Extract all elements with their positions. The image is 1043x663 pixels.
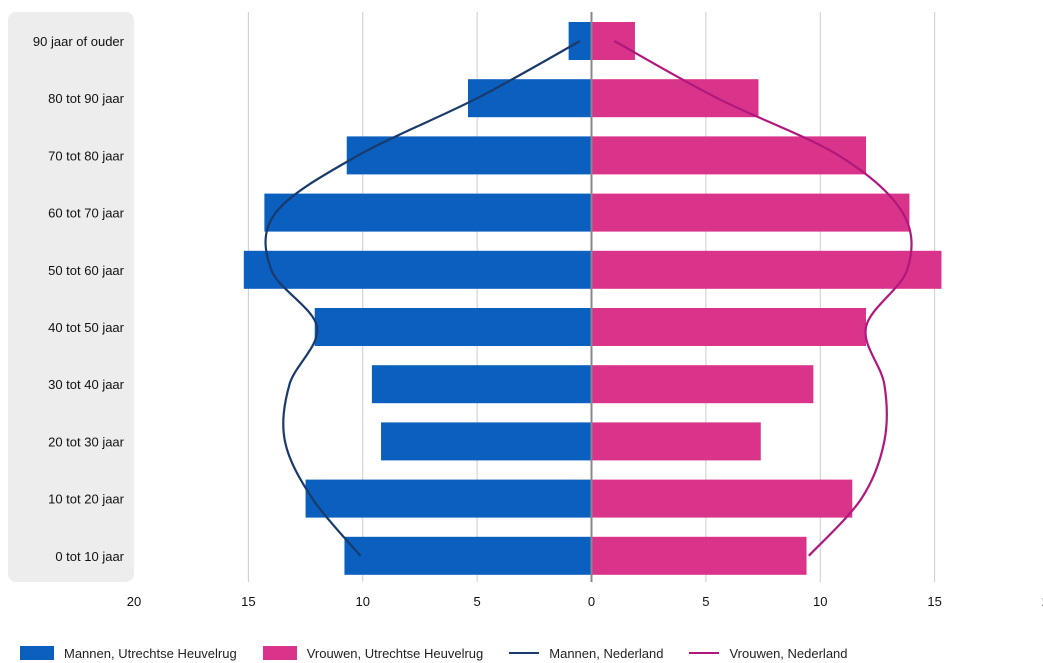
bar-left-5 (314, 308, 592, 346)
legend-swatch (689, 652, 720, 654)
bar-right-0 (591, 22, 635, 60)
category-label: 90 jaar of ouder (33, 34, 125, 49)
x-tick-label: 20 (1042, 594, 1043, 609)
category-label: 50 tot 60 jaar (48, 263, 125, 278)
legend-item-mannen-nederland[interactable]: Mannen, Nederland (509, 646, 663, 661)
x-tick-label: 15 (241, 594, 255, 609)
chart-legend: Mannen, Utrechtse Heuvelrug Vrouwen, Utr… (20, 643, 874, 663)
legend-swatch (20, 646, 54, 660)
category-label: 10 tot 20 jaar (48, 492, 125, 507)
category-label: 80 tot 90 jaar (48, 91, 125, 106)
category-label: 20 tot 30 jaar (48, 434, 125, 449)
category-label: 0 tot 10 jaar (55, 549, 124, 564)
line-left-nederland (264, 40, 581, 557)
legend-item-vrouwen-nederland[interactable]: Vrouwen, Nederland (689, 645, 848, 661)
x-tick-label: 15 (927, 594, 941, 609)
x-tick-label: 10 (813, 594, 827, 609)
legend-swatch (262, 646, 297, 660)
bar-left-4 (243, 250, 592, 289)
bar-right-2 (591, 136, 866, 175)
legend-swatch (509, 652, 540, 654)
legend-label: Mannen, Utrechtse Heuvelrug (64, 645, 237, 661)
bar-left-9 (344, 536, 592, 575)
category-label-panel (8, 12, 134, 582)
legend-item-vrouwen-utrechtse-heuvelrug[interactable]: Vrouwen, Utrechtse Heuvelrug (262, 645, 484, 661)
category-label: 70 tot 80 jaar (48, 148, 125, 163)
legend-label: Mannen, Nederland (549, 645, 664, 661)
bar-right-1 (591, 79, 759, 118)
category-label: 60 tot 70 jaar (48, 206, 125, 221)
legend-item-mannen-utrechtse-heuvelrug[interactable]: Mannen, Utrechtse Heuvelrug (20, 646, 237, 661)
bar-left-6 (371, 365, 592, 404)
x-tick-label: 10 (356, 594, 370, 609)
bar-right-5 (591, 308, 866, 346)
bar-right-4 (591, 250, 942, 289)
category-label: 40 tot 50 jaar (48, 320, 125, 335)
bar-left-1 (467, 79, 592, 118)
line-right-nederland (613, 40, 913, 557)
x-tick-label: 20 (127, 594, 141, 609)
bar-left-2 (346, 136, 592, 175)
bar-right-3 (591, 193, 910, 232)
bar-left-7 (381, 422, 592, 461)
bar-left-8 (305, 479, 592, 518)
bar-right-6 (591, 365, 814, 404)
x-tick-label: 0 (588, 594, 595, 609)
legend-label: Vrouwen, Nederland (729, 645, 848, 661)
legend-label: Vrouwen, Utrechtse Heuvelrug (306, 645, 484, 661)
chart-plot: 90 jaar of ouder 80 tot 90 jaar 70 tot 80 … (8, 12, 1043, 609)
bar-left-3 (264, 193, 592, 232)
x-tick-label: 5 (702, 594, 709, 609)
bar-right-9 (591, 536, 807, 575)
category-label: 30 tot 40 jaar (48, 377, 125, 392)
bar-right-8 (591, 479, 853, 518)
x-tick-label: 5 (474, 594, 481, 609)
bar-right-7 (591, 422, 761, 461)
